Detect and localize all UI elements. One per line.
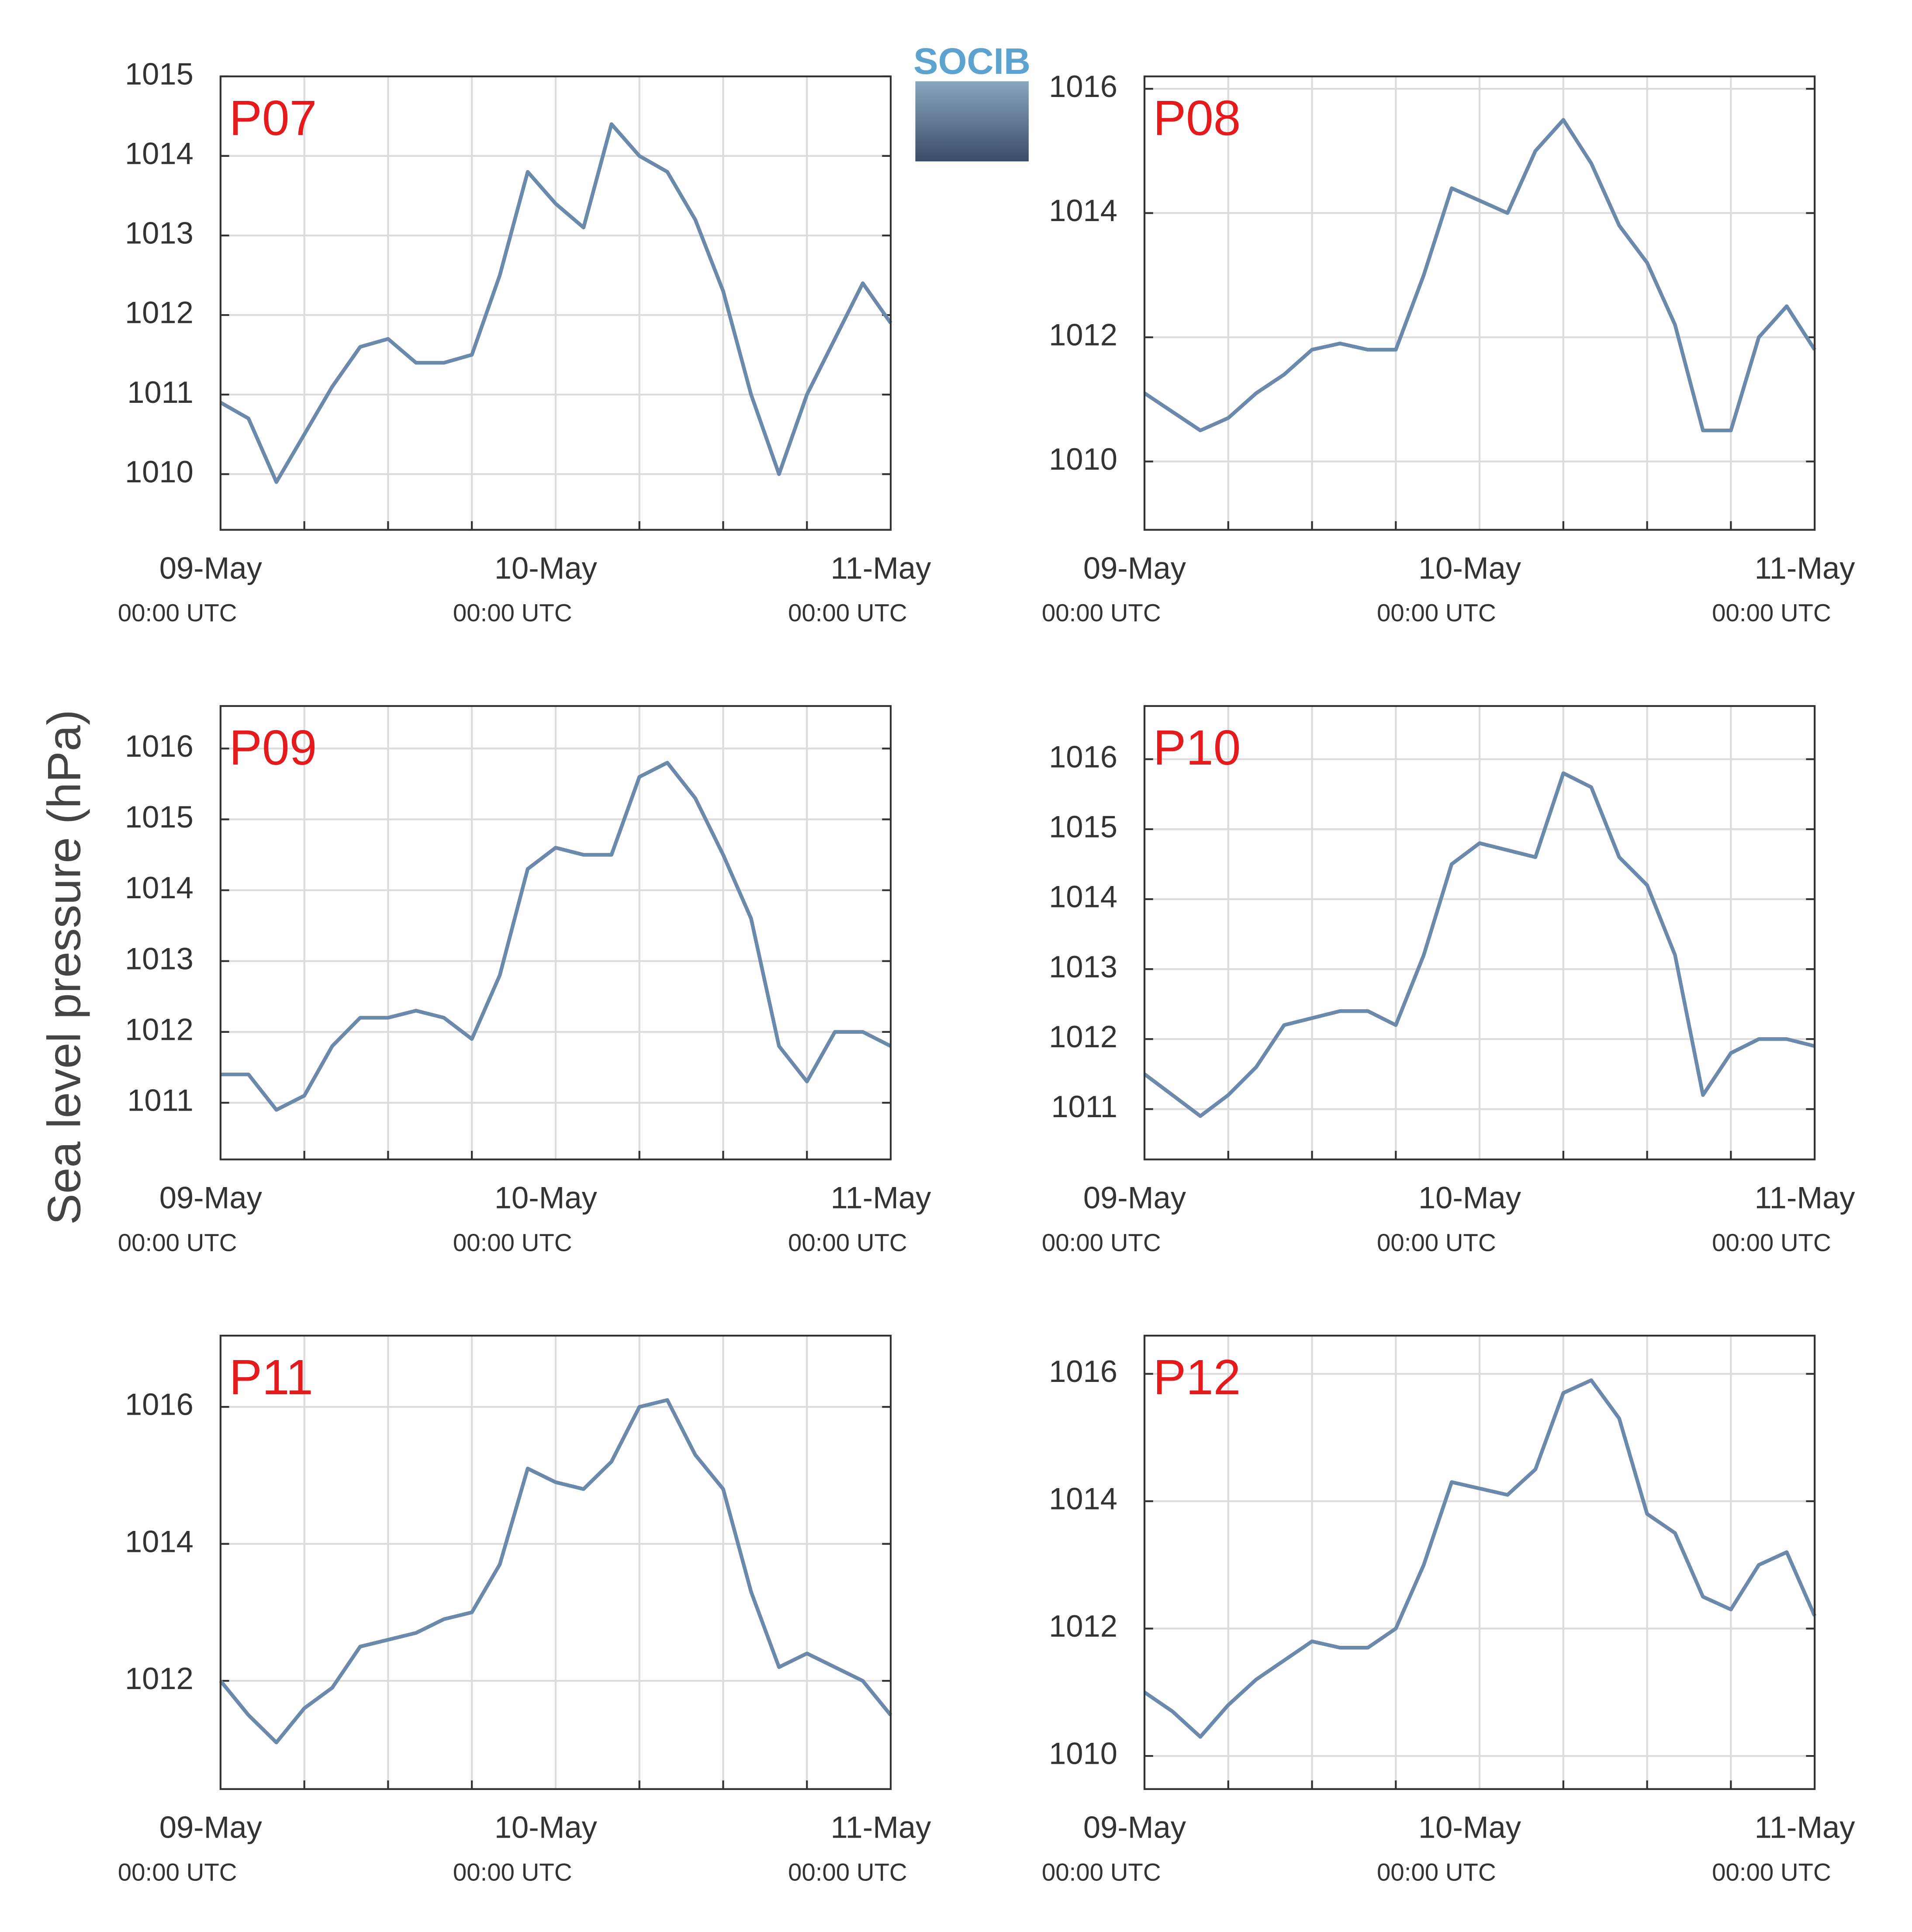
data-line	[219, 1398, 892, 1745]
logo-block	[915, 81, 1029, 162]
y-tick-label: 1012	[1049, 1019, 1117, 1054]
panel: 09-May 00:00 UTC 10-May 00:00 UTC 11-May 00:0…	[1042, 1334, 1856, 1886]
x-tick-sublabel: 00:00 UTC	[1712, 1229, 1831, 1256]
y-tick-label: 1014	[1049, 1482, 1117, 1516]
panel: 09-May 00:00 UTC 10-May 00:00 UTC 11-May 00:0…	[118, 1334, 932, 1886]
y-tick-label: 1016	[125, 1387, 194, 1422]
x-tick-sublabel: 00:00 UTC	[118, 1229, 237, 1256]
y-tick-label: 1012	[1049, 318, 1117, 352]
x-tick-sublabel: 00:00 UTC	[453, 599, 572, 627]
data-line	[219, 122, 892, 484]
y-tick-label: 1014	[1049, 879, 1117, 914]
x-tick-label: 09-May	[159, 1180, 263, 1215]
x-tick-label: 10-May	[1418, 1810, 1521, 1845]
y-tick-label: 1015	[125, 56, 194, 91]
x-tick-label: 10-May	[1418, 1180, 1521, 1215]
panel-title: P09	[229, 720, 317, 775]
y-tick-label: 1010	[1049, 1736, 1117, 1771]
x-tick-label: 10-May	[494, 551, 598, 585]
x-tick-label: 09-May	[1083, 1180, 1186, 1215]
x-tick-sublabel: 00:00 UTC	[118, 599, 237, 627]
x-tick-sublabel: 00:00 UTC	[1042, 1858, 1161, 1886]
panel: 09-May 00:00 UTC 10-May 00:00 UTC 11-May 00:0…	[118, 56, 931, 627]
y-tick-label: 1010	[1049, 442, 1117, 476]
logo: SOCIB	[913, 40, 1030, 162]
x-tick-label: 09-May	[159, 551, 263, 585]
panel-title: P11	[229, 1350, 313, 1405]
x-tick-sublabel: 00:00 UTC	[1042, 1229, 1161, 1256]
plot-frame	[219, 1334, 892, 1790]
data-line	[1143, 771, 1815, 1118]
y-tick-label: 1015	[125, 800, 194, 834]
y-tick-label: 1011	[127, 1083, 194, 1118]
y-tick-label: 1016	[1049, 1354, 1117, 1388]
x-tick-sublabel: 00:00 UTC	[118, 1858, 237, 1886]
x-tick-label: 11-May	[1755, 551, 1856, 585]
y-tick-label: 1013	[125, 941, 194, 976]
y-tick-label: 1012	[125, 1661, 194, 1696]
plot-frame	[1143, 705, 1816, 1160]
x-tick-sublabel: 00:00 UTC	[788, 599, 907, 627]
x-tick-sublabel: 00:00 UTC	[1042, 599, 1161, 627]
y-tick-label: 1014	[125, 1524, 194, 1558]
panel: 09-May 00:00 UTC 10-May 00:00 UTC 11-May 00:0…	[1042, 69, 1855, 627]
y-tick-label: 1011	[127, 375, 194, 409]
y-axis-label: Sea level pressure (hPa)	[38, 710, 90, 1225]
x-tick-sublabel: 00:00 UTC	[1712, 599, 1831, 627]
x-tick-label: 10-May	[494, 1180, 598, 1215]
y-tick-label: 1013	[125, 216, 194, 250]
x-tick-label: 11-May	[831, 551, 932, 585]
logo-text: SOCIB	[913, 40, 1030, 82]
y-tick-label: 1013	[1049, 949, 1117, 984]
x-tick-sublabel: 00:00 UTC	[453, 1229, 572, 1256]
y-tick-label: 1010	[125, 454, 194, 489]
y-tick-label: 1012	[1049, 1609, 1117, 1643]
data-line	[220, 761, 892, 1112]
y-tick-label: 1011	[1051, 1089, 1117, 1124]
x-tick-label: 11-May	[831, 1180, 932, 1215]
y-tick-label: 1014	[125, 870, 194, 905]
y-tick-label: 1012	[125, 1012, 194, 1047]
x-tick-label: 09-May	[1083, 1810, 1186, 1845]
x-tick-label: 10-May	[1418, 551, 1521, 585]
panel-title: P12	[1153, 1350, 1241, 1405]
x-tick-sublabel: 00:00 UTC	[1712, 1858, 1831, 1886]
x-tick-label: 09-May	[159, 1810, 263, 1845]
y-tick-label: 1016	[125, 729, 194, 763]
plot-frame	[219, 75, 892, 531]
x-tick-label: 11-May	[831, 1810, 932, 1845]
x-tick-sublabel: 00:00 UTC	[1377, 1858, 1496, 1886]
x-tick-label: 11-May	[1755, 1810, 1856, 1845]
y-tick-label: 1014	[1049, 193, 1117, 228]
plot-frame	[219, 705, 892, 1160]
x-tick-label: 11-May	[1755, 1180, 1856, 1215]
panel-title: P10	[1153, 720, 1241, 775]
y-tick-label: 1016	[1049, 69, 1117, 104]
data-line	[1143, 118, 1816, 433]
panel-title: P07	[229, 90, 317, 145]
plot-frame	[1143, 1334, 1816, 1790]
plot-frame	[1143, 75, 1816, 531]
y-tick-label: 1015	[1049, 809, 1117, 844]
panel-title: P08	[1153, 90, 1241, 145]
panel: 09-May 00:00 UTC 10-May 00:00 UTC 11-May 00:0…	[1042, 705, 1856, 1256]
y-tick-label: 1016	[1049, 739, 1117, 774]
x-tick-sublabel: 00:00 UTC	[788, 1858, 907, 1886]
y-tick-label: 1012	[125, 295, 194, 330]
x-tick-sublabel: 00:00 UTC	[453, 1858, 572, 1886]
data-line	[1143, 1378, 1817, 1739]
y-tick-label: 1014	[125, 136, 194, 171]
x-tick-sublabel: 00:00 UTC	[788, 1229, 907, 1256]
x-tick-label: 10-May	[494, 1810, 598, 1845]
x-tick-sublabel: 00:00 UTC	[1377, 1229, 1496, 1256]
x-tick-sublabel: 00:00 UTC	[1377, 599, 1496, 627]
panel: 09-May 00:00 UTC 10-May 00:00 UTC 11-May 00:0…	[118, 705, 932, 1256]
x-tick-label: 09-May	[1083, 551, 1186, 585]
